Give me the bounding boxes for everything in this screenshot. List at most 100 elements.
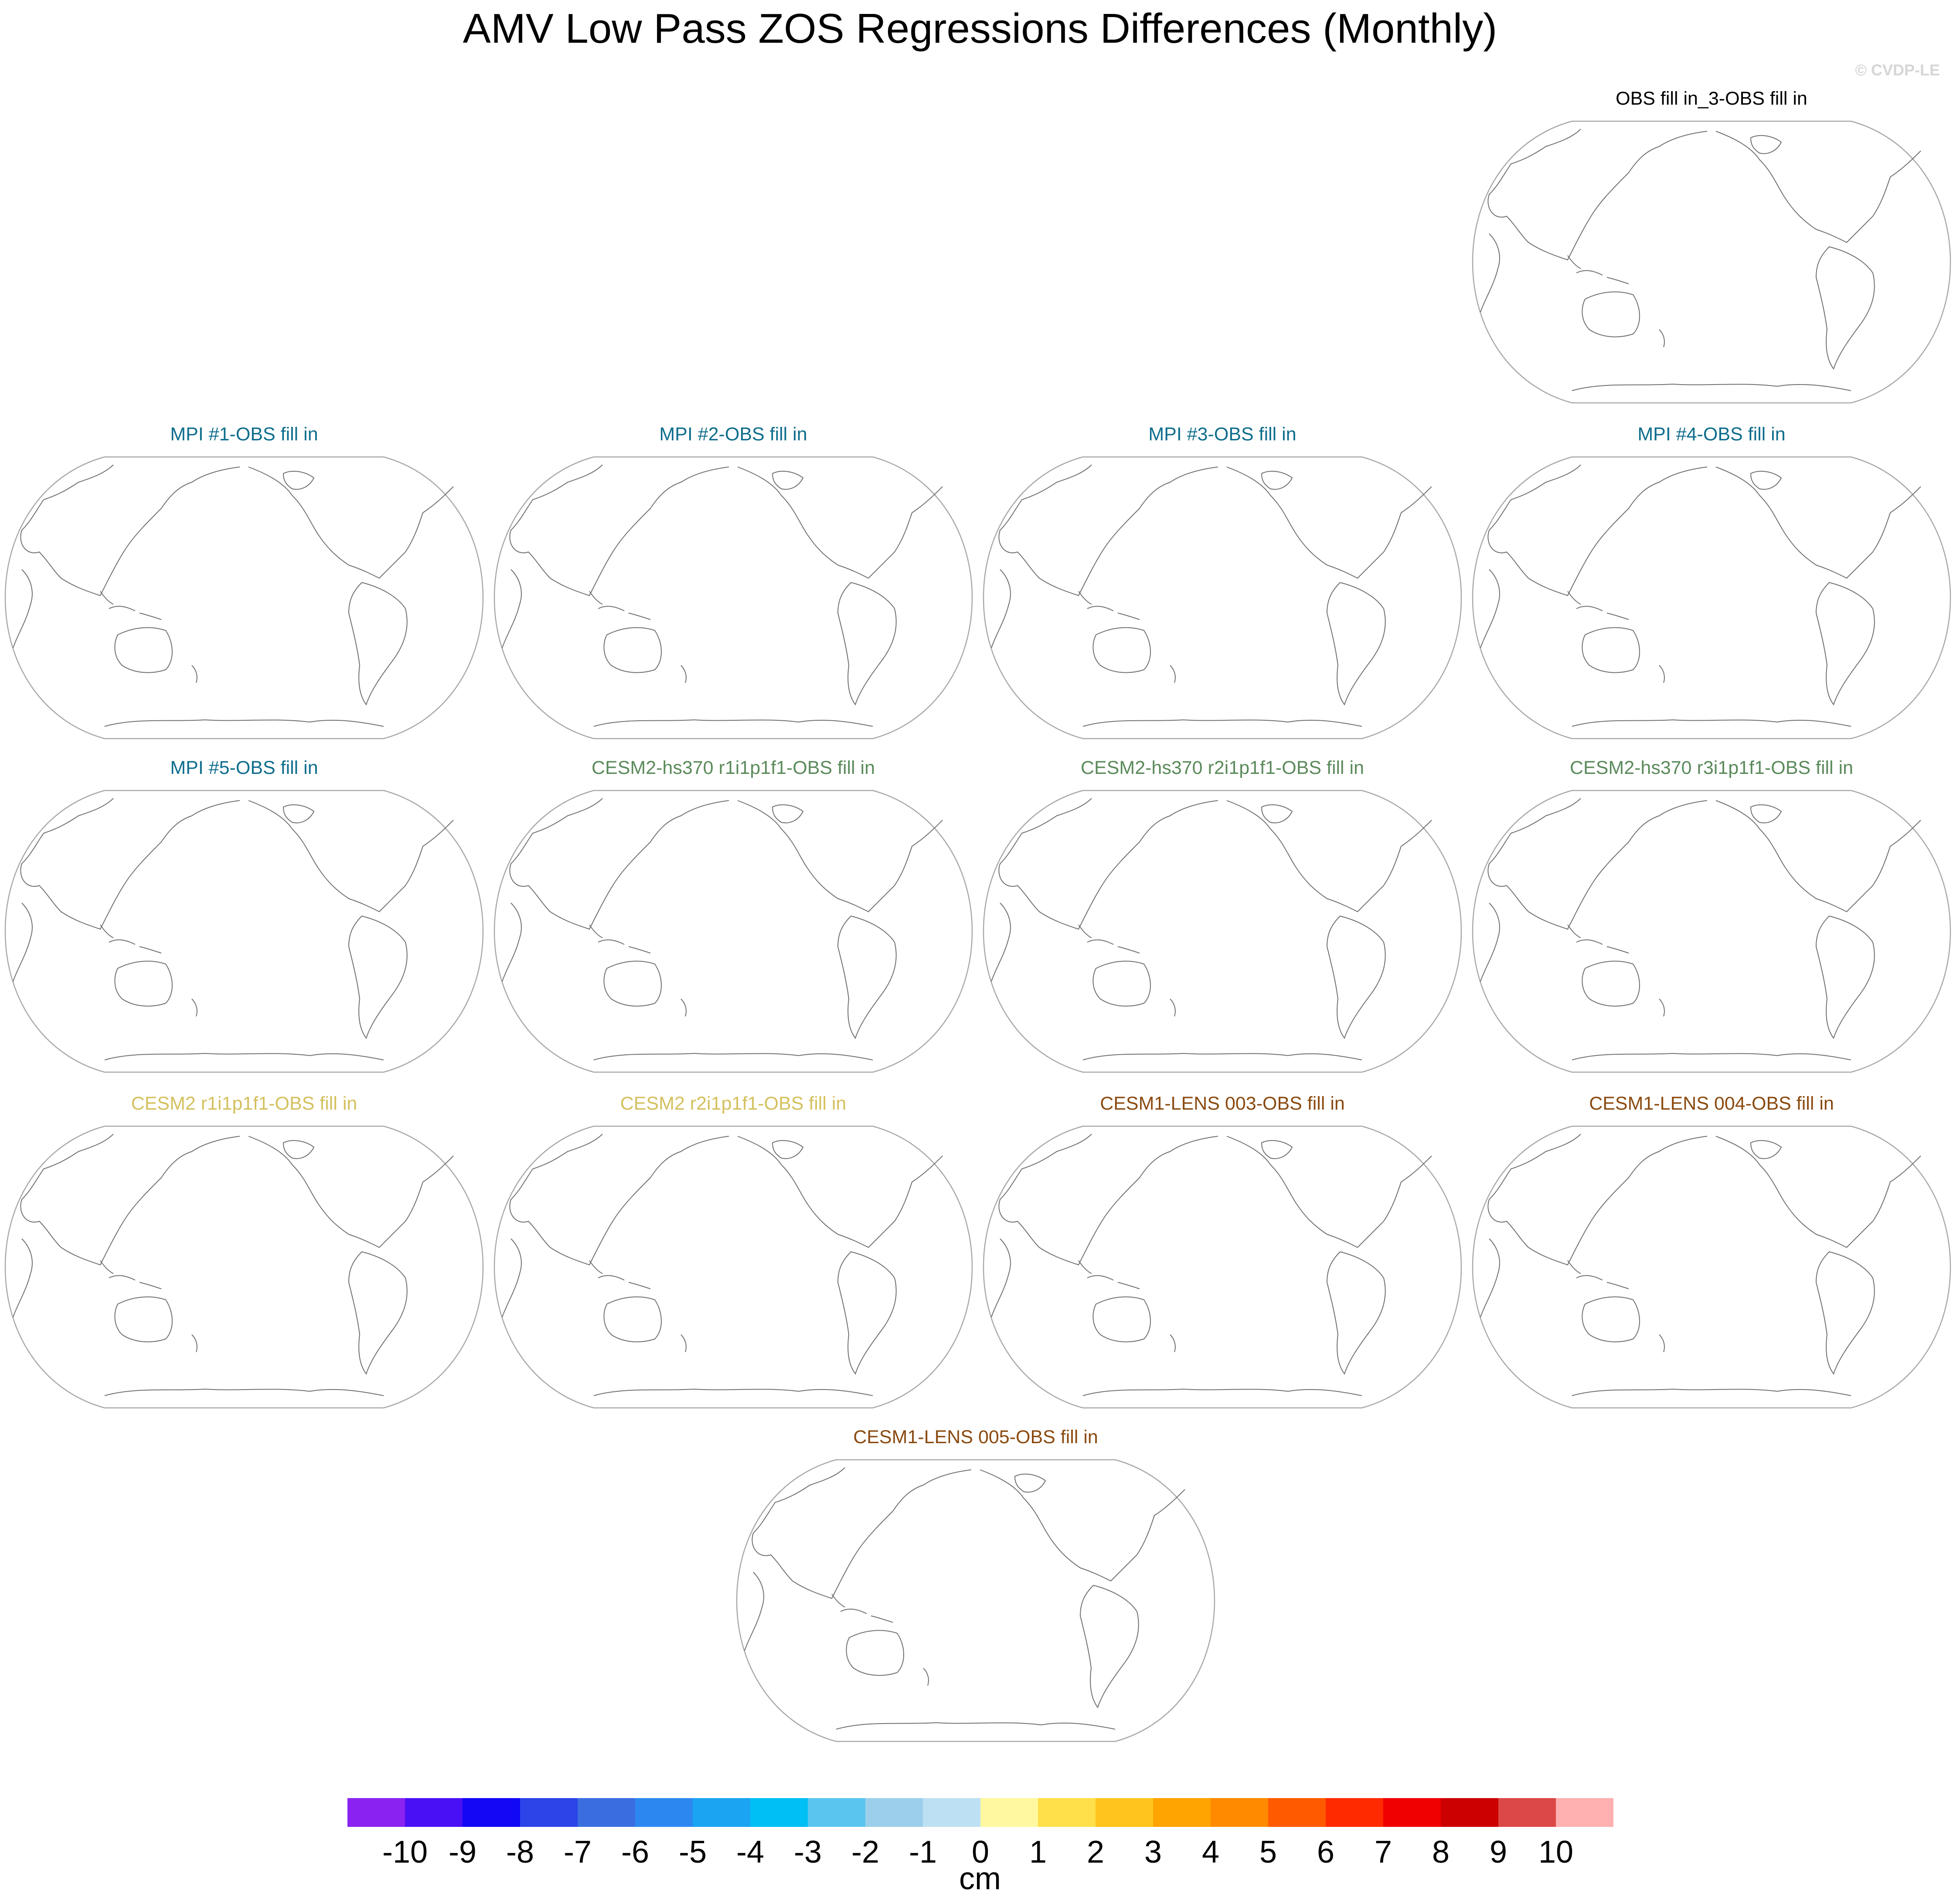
- north-america-coastline: [1715, 1136, 1921, 1248]
- maritime-islands: [831, 1594, 893, 1623]
- new-zealand-coastline: [191, 998, 197, 1017]
- map-outline: [4, 1125, 484, 1409]
- antarctica-coastline: [1572, 719, 1851, 727]
- maritime-islands: [589, 591, 651, 620]
- australia-coastline: [603, 627, 662, 673]
- greenland-coastline: [282, 470, 315, 490]
- panel-title: CESM2 r2i1p1f1-OBS fill in: [620, 1093, 847, 1114]
- map-panel: CESM1-LENS 004-OBS fill in: [1472, 1092, 1951, 1424]
- south-america-coastline: [1815, 582, 1875, 706]
- australia-coastline: [603, 1296, 662, 1342]
- colorbar-swatch: [1441, 1798, 1498, 1827]
- colorbar-tick-label: 6: [1317, 1835, 1335, 1870]
- colorbar-tick-label: -6: [621, 1835, 650, 1870]
- europe-africa-coastline: [1480, 1238, 1500, 1318]
- north-america-coastline: [980, 1469, 1185, 1582]
- world-map: [4, 790, 484, 1073]
- panel-title: MPI #5-OBS fill in: [170, 757, 318, 778]
- antarctica-coastline: [104, 1388, 384, 1396]
- panel-title: CESM2 r1i1p1f1-OBS fill in: [131, 1093, 357, 1114]
- maritime-islands: [1567, 924, 1629, 954]
- panel-title: MPI #2-OBS fill in: [659, 424, 807, 445]
- asia-coastline: [998, 464, 1218, 596]
- antarctica-coastline: [104, 1053, 384, 1060]
- colorbar-tick-label: 8: [1432, 1835, 1450, 1870]
- greenland-coastline: [772, 1140, 804, 1159]
- europe-africa-coastline: [13, 1238, 33, 1318]
- map-panel: CESM2-hs370 r2i1p1f1-OBS fill in: [983, 756, 1462, 1088]
- maritime-islands: [1078, 1260, 1140, 1289]
- asia-coastline: [20, 798, 240, 930]
- asia-coastline: [20, 1134, 240, 1266]
- colorbar-units: cm: [959, 1861, 1001, 1896]
- north-america-coastline: [737, 800, 943, 913]
- colorbar-tick-label: 5: [1259, 1835, 1277, 1870]
- colorbar-swatch: [347, 1798, 405, 1827]
- map-panel: MPI #4-OBS fill in: [1472, 423, 1951, 754]
- colorbar-tick-label: 7: [1374, 1835, 1392, 1870]
- maritime-islands: [589, 924, 651, 954]
- south-america-coastline: [837, 582, 897, 706]
- map-panel: CESM2-hs370 r1i1p1f1-OBS fill in: [493, 756, 973, 1088]
- antarctica-coastline: [104, 719, 384, 727]
- antarctica-coastline: [1572, 1053, 1851, 1060]
- south-america-coastline: [1815, 1251, 1875, 1375]
- north-america-coastline: [737, 467, 943, 579]
- greenland-coastline: [1261, 470, 1293, 490]
- australia-coastline: [114, 627, 173, 673]
- map-outline: [493, 1125, 973, 1409]
- maritime-islands: [100, 591, 162, 620]
- maritime-islands: [1567, 1260, 1629, 1289]
- europe-africa-coastline: [1480, 233, 1500, 313]
- colorbar-swatch: [635, 1798, 693, 1827]
- colorbar-swatch: [923, 1798, 980, 1827]
- new-zealand-coastline: [1659, 998, 1665, 1017]
- panel-title: OBS fill in_3-OBS fill in: [1616, 88, 1807, 109]
- maritime-islands: [100, 1260, 162, 1289]
- antarctica-coastline: [593, 1053, 873, 1060]
- map-outline: [983, 790, 1462, 1073]
- colorbar-swatch: [1153, 1798, 1211, 1827]
- greenland-coastline: [282, 804, 315, 824]
- australia-coastline: [603, 961, 662, 1007]
- asia-coastline: [20, 464, 240, 596]
- antarctica-coastline: [836, 1722, 1116, 1730]
- colorbar-swatch: [693, 1798, 750, 1827]
- panel-title: CESM2-hs370 r3i1p1f1-OBS fill in: [1569, 757, 1854, 778]
- asia-coastline: [752, 1467, 972, 1599]
- world-map: [1472, 1125, 1951, 1409]
- greenland-coastline: [1014, 1473, 1046, 1493]
- europe-africa-coastline: [991, 903, 1011, 982]
- map-panel: MPI #1-OBS fill in: [4, 423, 484, 754]
- new-zealand-coastline: [681, 1334, 687, 1353]
- panel-title: CESM1-LENS 004-OBS fill in: [1589, 1093, 1834, 1114]
- world-map: [736, 1459, 1215, 1742]
- asia-coastline: [1487, 464, 1708, 596]
- south-america-coastline: [348, 582, 408, 706]
- map-outline: [493, 790, 973, 1073]
- north-america-coastline: [1715, 131, 1921, 243]
- new-zealand-coastline: [1170, 998, 1176, 1017]
- north-america-coastline: [1226, 800, 1432, 913]
- asia-coastline: [509, 798, 729, 930]
- world-map: [983, 790, 1462, 1073]
- world-map: [4, 456, 484, 739]
- colorbar-tick-label: -2: [851, 1835, 880, 1870]
- greenland-coastline: [1750, 135, 1782, 154]
- maritime-islands: [589, 1260, 651, 1289]
- panel-title: CESM2-hs370 r2i1p1f1-OBS fill in: [1080, 757, 1365, 778]
- australia-coastline: [1582, 291, 1640, 337]
- new-zealand-coastline: [681, 998, 687, 1017]
- colorbar-swatch: [1096, 1798, 1153, 1827]
- new-zealand-coastline: [1659, 665, 1665, 683]
- map-outline: [1472, 456, 1951, 739]
- north-america-coastline: [1715, 467, 1921, 579]
- maritime-islands: [1567, 591, 1629, 620]
- north-america-coastline: [1715, 800, 1921, 913]
- colorbar-swatch: [1268, 1798, 1326, 1827]
- north-america-coastline: [737, 1136, 943, 1248]
- north-america-coastline: [248, 1136, 454, 1248]
- colorbar-swatch: [405, 1798, 463, 1827]
- panel-title: CESM2-hs370 r1i1p1f1-OBS fill in: [591, 757, 875, 778]
- antarctica-coastline: [1082, 1053, 1362, 1060]
